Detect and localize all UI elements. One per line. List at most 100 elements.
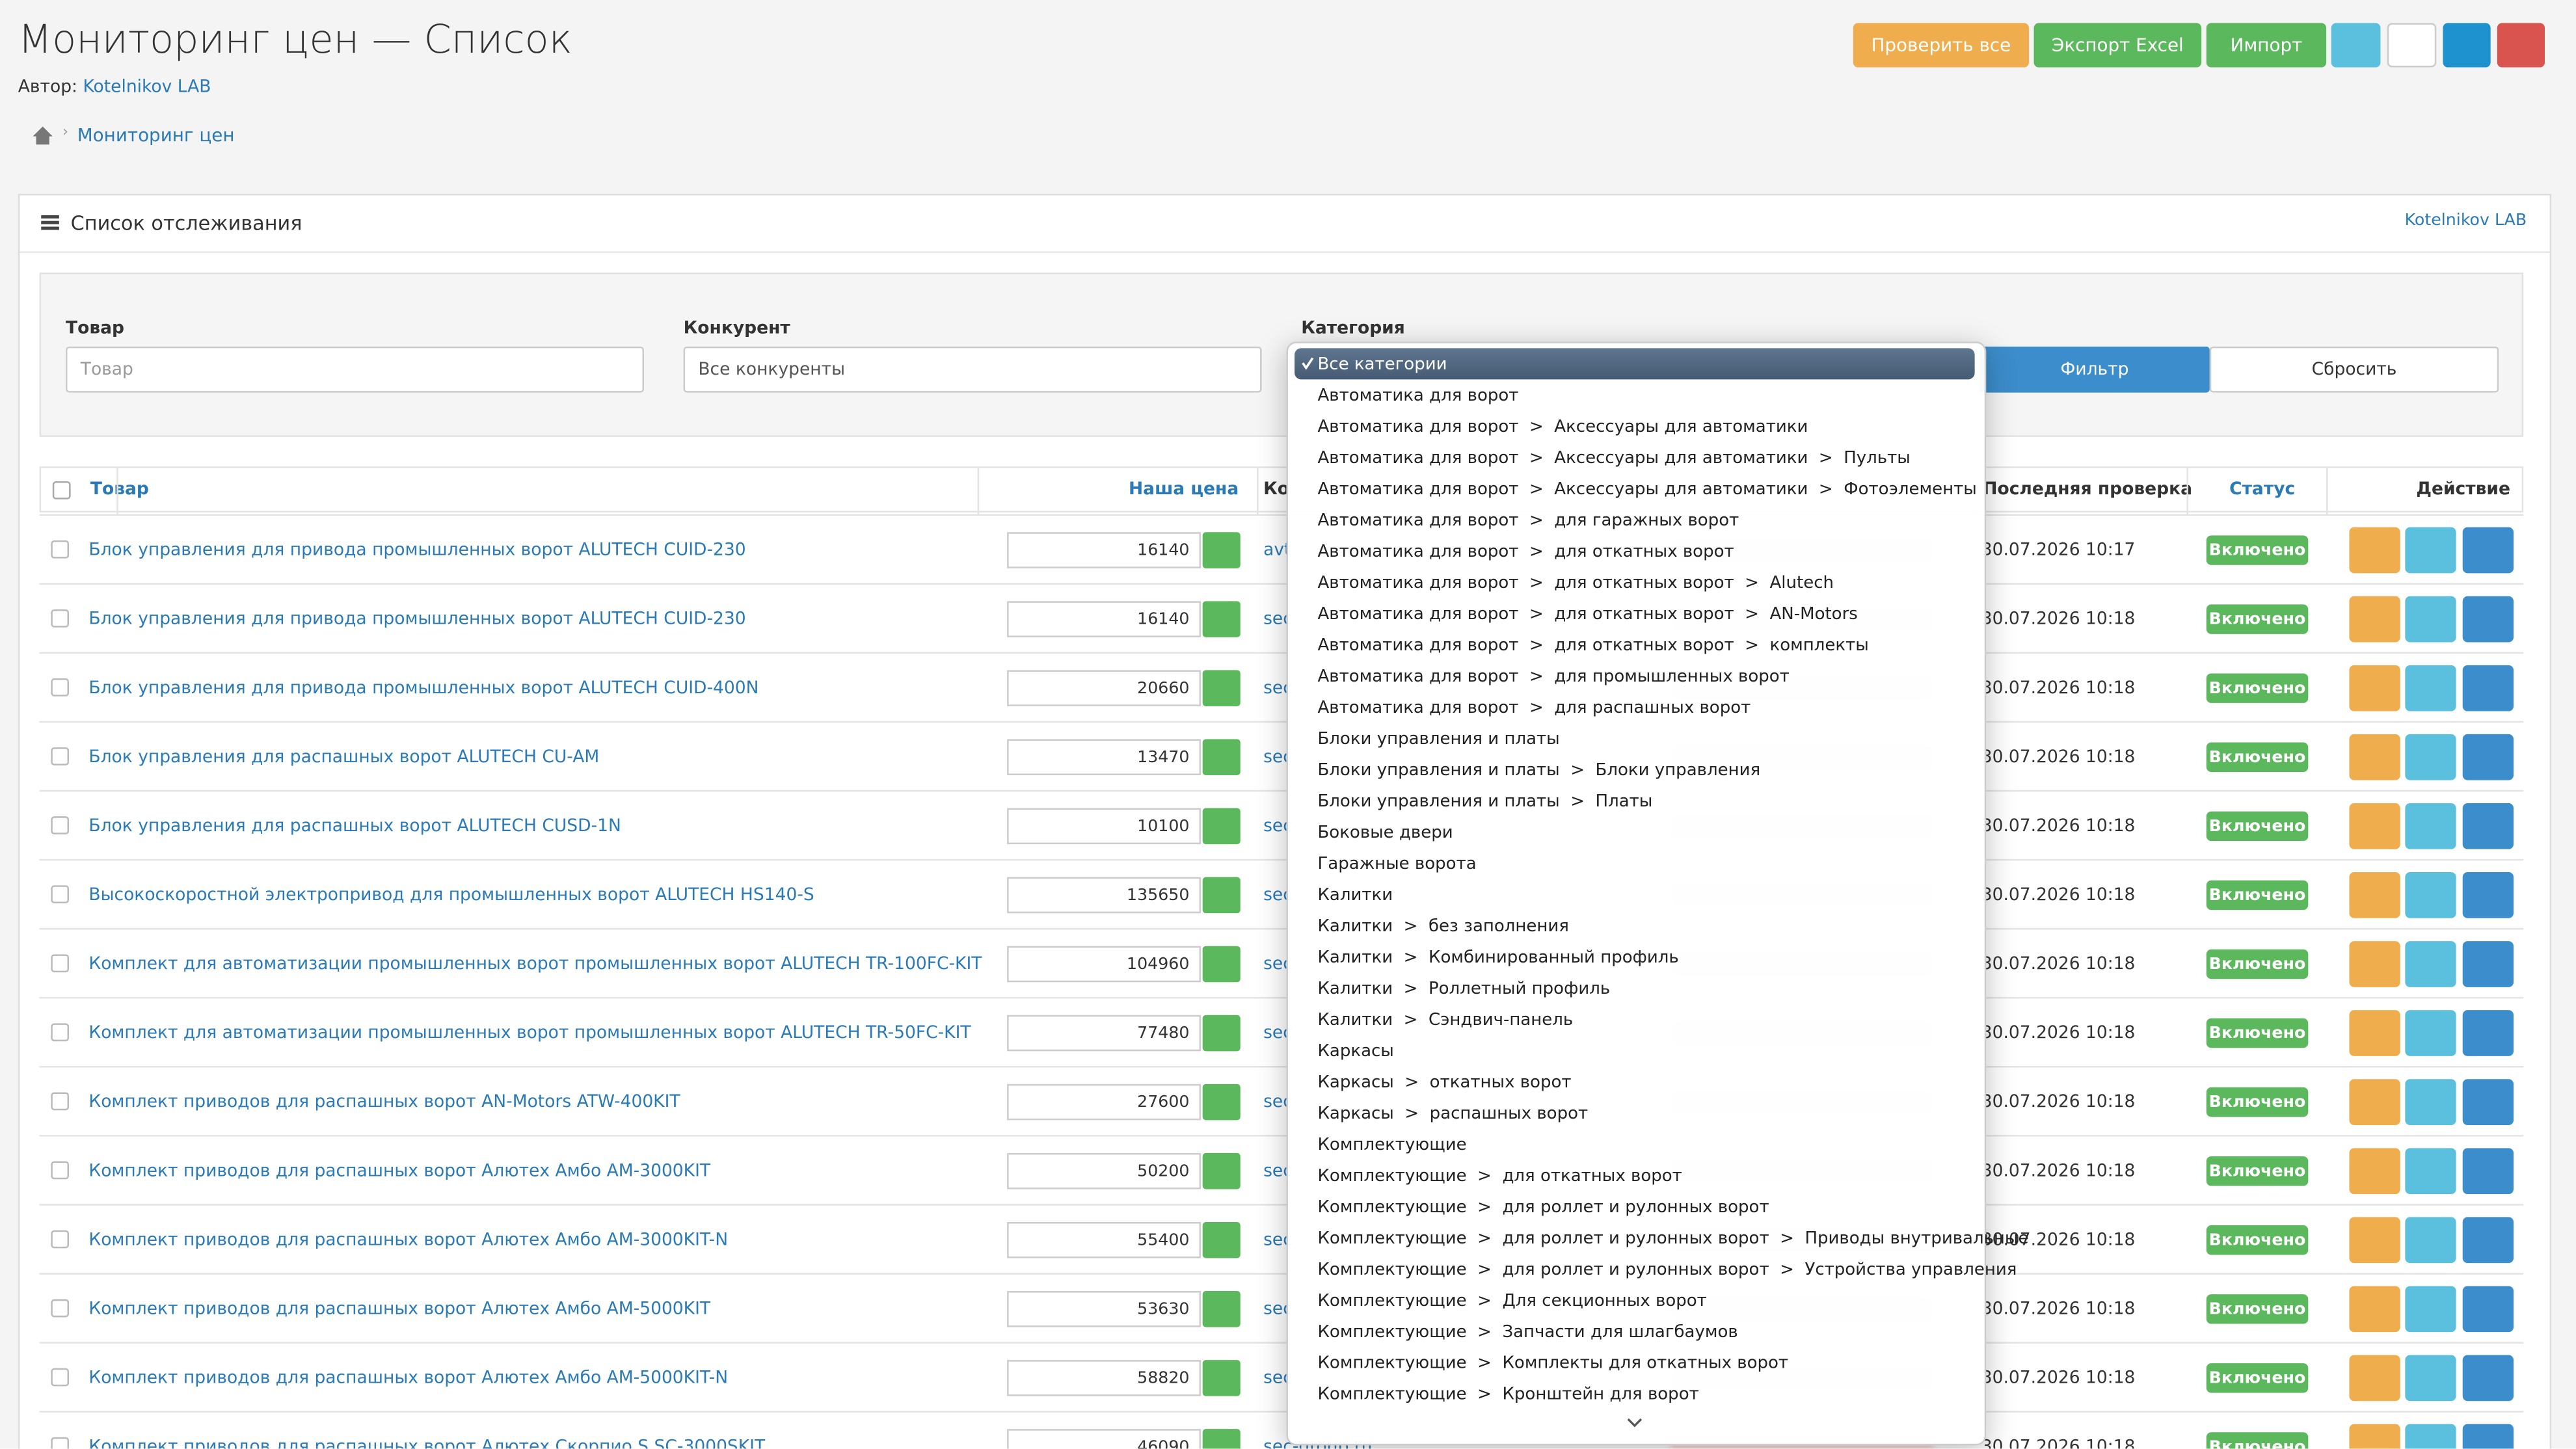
action-button[interactable] xyxy=(2462,941,2514,987)
dropdown-option[interactable]: Каркасы > распашных ворот xyxy=(1317,1102,1589,1123)
action-button[interactable] xyxy=(2349,1424,2400,1449)
dropdown-option[interactable]: Комплектующие > для откатных ворот xyxy=(1317,1165,1682,1186)
dropdown-option[interactable]: Комплектующие > Для секционных ворот xyxy=(1317,1290,1707,1310)
action-button[interactable] xyxy=(2462,1286,2514,1333)
competitor[interactable]: avt xyxy=(1263,540,1291,561)
breadcrumb-link[interactable]: Мониторинг цен xyxy=(77,124,235,146)
action-button[interactable] xyxy=(2349,872,2400,918)
action-button[interactable] xyxy=(2405,527,2456,574)
action-button[interactable] xyxy=(2349,1217,2400,1264)
dropdown-option[interactable]: Автоматика для ворот > Аксессуары для ав… xyxy=(1317,479,1977,499)
save-button[interactable] xyxy=(1202,1291,1241,1327)
product-link[interactable]: Блок управления для привода промышленных… xyxy=(88,678,759,698)
add-button[interactable] xyxy=(2443,23,2491,68)
action-button[interactable] xyxy=(2405,803,2456,849)
price-input[interactable]: 77480 xyxy=(1007,1015,1201,1052)
row-checkbox[interactable] xyxy=(51,1161,70,1180)
filter-button[interactable]: Фильтр xyxy=(1979,346,2210,393)
header-checkbox[interactable] xyxy=(52,481,71,499)
action-button[interactable] xyxy=(2405,665,2456,711)
action-button[interactable] xyxy=(2462,734,2514,780)
action-button[interactable] xyxy=(2462,527,2514,574)
product-link[interactable]: Комплект для автоматизации промышленных … xyxy=(88,1023,971,1043)
action-button[interactable] xyxy=(2462,803,2514,849)
save-button[interactable] xyxy=(1202,601,1241,637)
product-link[interactable]: Комплект приводов для распашных ворот Ал… xyxy=(88,1161,711,1181)
row-checkbox[interactable] xyxy=(51,540,70,559)
dropdown-option[interactable]: Гаражные ворота xyxy=(1317,853,1477,873)
action-button[interactable] xyxy=(2349,941,2400,987)
row-checkbox[interactable] xyxy=(51,1299,70,1318)
action-button[interactable] xyxy=(2405,1424,2456,1449)
row-checkbox[interactable] xyxy=(51,1230,70,1249)
dropdown-option[interactable]: Блоки управления и платы > Платы xyxy=(1317,791,1653,811)
dropdown-option[interactable]: Калитки > Роллетный профиль xyxy=(1317,977,1611,998)
save-button[interactable] xyxy=(1202,877,1241,914)
row-checkbox[interactable] xyxy=(51,609,70,628)
product-link[interactable]: Блок управления для распашных ворот ALUT… xyxy=(88,747,600,767)
dropdown-option[interactable]: Комплектующие > для роллет и рулонных во… xyxy=(1317,1258,2017,1279)
save-button[interactable] xyxy=(1202,1083,1241,1121)
save-button[interactable] xyxy=(1202,1221,1241,1258)
export-button[interactable]: Экспорт Excel xyxy=(2033,23,2202,68)
dropdown-option[interactable]: Блоки управления и платы xyxy=(1317,728,1560,749)
action-button[interactable] xyxy=(2405,1355,2456,1402)
product-link[interactable]: Блок управления для распашных ворот ALUT… xyxy=(88,816,621,836)
action-button[interactable] xyxy=(2462,1355,2514,1402)
action-button[interactable] xyxy=(2462,872,2514,918)
dropdown-option[interactable]: Калитки > без заполнения xyxy=(1317,915,1569,936)
dropdown-option[interactable]: Комплектующие xyxy=(1317,1134,1467,1154)
price-input[interactable]: 50200 xyxy=(1007,1152,1201,1190)
save-button[interactable] xyxy=(1202,1429,1241,1449)
action-button[interactable] xyxy=(2349,596,2400,643)
dropdown-option[interactable]: Автоматика для ворот > для промышленных … xyxy=(1317,666,1790,686)
product-input[interactable]: Товар xyxy=(66,346,644,393)
delete-button[interactable] xyxy=(2497,23,2545,68)
product-link[interactable]: Комплект приводов для распашных ворот Ал… xyxy=(88,1299,711,1319)
dropdown-option[interactable]: Калитки > Сэндвич-панель xyxy=(1317,1009,1574,1030)
save-button[interactable] xyxy=(1202,1152,1241,1190)
action-button[interactable] xyxy=(2462,1079,2514,1125)
action-button[interactable] xyxy=(2462,1424,2514,1449)
dropdown-option[interactable]: Боковые двери xyxy=(1317,822,1453,842)
price-input[interactable]: 10100 xyxy=(1007,808,1201,845)
action-button[interactable] xyxy=(2405,941,2456,987)
product-link[interactable]: Комплект приводов для распашных ворот Ал… xyxy=(88,1368,729,1389)
dropdown-option[interactable]: Блоки управления и платы > Блоки управле… xyxy=(1317,760,1761,780)
save-button[interactable] xyxy=(1202,808,1241,845)
price-input[interactable]: 13470 xyxy=(1007,739,1201,776)
action-button[interactable] xyxy=(2349,1079,2400,1125)
dropdown-option[interactable]: Калитки > Комбинированный профиль xyxy=(1317,946,1679,967)
dropdown-option[interactable]: Автоматика для ворот > для гаражных воро… xyxy=(1317,510,1739,530)
action-button[interactable] xyxy=(2462,1217,2514,1264)
row-checkbox[interactable] xyxy=(51,1437,70,1449)
dropdown-option[interactable]: Каркасы xyxy=(1317,1040,1394,1061)
import-button[interactable]: Импорт xyxy=(2206,23,2327,68)
price-input[interactable]: 16140 xyxy=(1007,532,1201,568)
dropdown-option[interactable]: Автоматика для ворот xyxy=(1317,385,1519,405)
action-button[interactable] xyxy=(2349,1286,2400,1333)
action-button[interactable] xyxy=(2405,1148,2456,1195)
save-button[interactable] xyxy=(1202,532,1241,568)
dropdown-option[interactable]: Калитки xyxy=(1317,884,1393,905)
save-button[interactable] xyxy=(1202,1360,1241,1396)
action-button[interactable] xyxy=(2462,596,2514,643)
dropdown-option[interactable]: Комплектующие > Комплекты для откатных в… xyxy=(1317,1352,1789,1373)
action-button[interactable] xyxy=(2349,1010,2400,1056)
dropdown-option[interactable]: Автоматика для ворот > для откатных воро… xyxy=(1317,541,1734,561)
price-input[interactable]: 16140 xyxy=(1007,601,1201,637)
price-input[interactable]: 58820 xyxy=(1007,1360,1201,1396)
save-button[interactable] xyxy=(1202,1015,1241,1052)
action-button[interactable] xyxy=(2462,1148,2514,1195)
action-button[interactable] xyxy=(2349,734,2400,780)
author-link[interactable]: Kotelnikov LAB xyxy=(83,77,211,98)
panel-link[interactable]: Kotelnikov LAB xyxy=(2404,211,2527,230)
dropdown-option[interactable]: Автоматика для ворот > для откатных воро… xyxy=(1317,635,1869,655)
price-input[interactable]: 20660 xyxy=(1007,670,1201,706)
dropdown-option[interactable]: Автоматика для ворот > для распашных вор… xyxy=(1317,697,1751,717)
history-button[interactable] xyxy=(2331,23,2381,68)
save-button[interactable] xyxy=(1202,739,1241,776)
dropdown-option[interactable]: Комплектующие > Кронштейн для ворот xyxy=(1317,1383,1699,1404)
reset-button[interactable]: Сбросить xyxy=(2209,346,2499,393)
price-input[interactable]: 104960 xyxy=(1007,946,1201,983)
